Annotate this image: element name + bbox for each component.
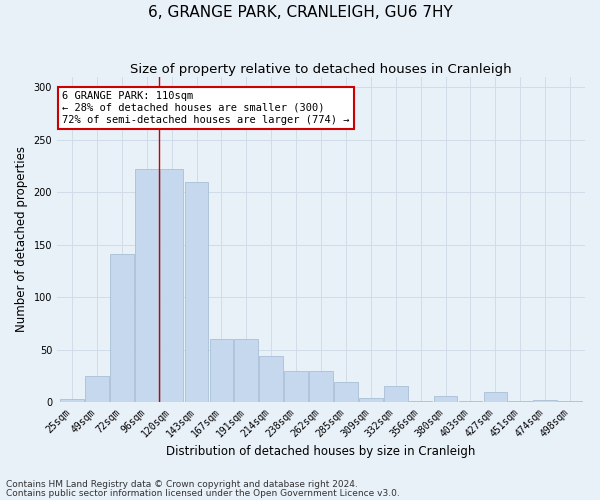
Bar — [434, 396, 457, 402]
Bar — [85, 376, 109, 402]
Y-axis label: Number of detached properties: Number of detached properties — [15, 146, 28, 332]
Text: 6, GRANGE PARK, CRANLEIGH, GU6 7HY: 6, GRANGE PARK, CRANLEIGH, GU6 7HY — [148, 5, 452, 20]
Text: 6 GRANGE PARK: 110sqm
← 28% of detached houses are smaller (300)
72% of semi-det: 6 GRANGE PARK: 110sqm ← 28% of detached … — [62, 92, 350, 124]
Text: Contains public sector information licensed under the Open Government Licence v3: Contains public sector information licen… — [6, 488, 400, 498]
Bar — [60, 399, 84, 402]
Bar — [135, 169, 158, 402]
Bar — [384, 386, 407, 402]
Bar — [533, 400, 557, 402]
Text: Contains HM Land Registry data © Crown copyright and database right 2024.: Contains HM Land Registry data © Crown c… — [6, 480, 358, 489]
X-axis label: Distribution of detached houses by size in Cranleigh: Distribution of detached houses by size … — [166, 444, 476, 458]
Title: Size of property relative to detached houses in Cranleigh: Size of property relative to detached ho… — [130, 62, 512, 76]
Bar — [484, 392, 507, 402]
Bar — [508, 401, 532, 402]
Bar — [558, 401, 582, 402]
Bar — [409, 401, 433, 402]
Bar — [359, 398, 383, 402]
Bar — [284, 370, 308, 402]
Bar — [309, 370, 333, 402]
Bar — [209, 339, 233, 402]
Bar — [110, 254, 134, 402]
Bar — [185, 182, 208, 402]
Bar — [458, 401, 482, 402]
Bar — [259, 356, 283, 402]
Bar — [235, 339, 258, 402]
Bar — [334, 382, 358, 402]
Bar — [160, 169, 184, 402]
